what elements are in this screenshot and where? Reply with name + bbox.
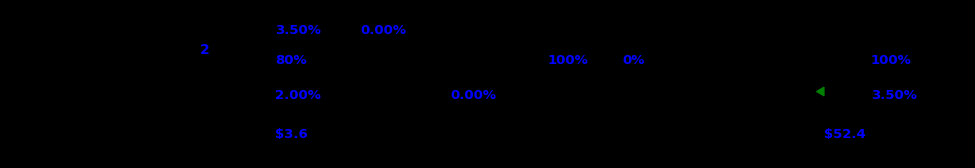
Text: 3.50%: 3.50% [275,24,321,37]
Text: 0%: 0% [622,54,644,67]
Text: 80%: 80% [275,54,306,67]
Text: $52.4: $52.4 [824,128,866,141]
Text: 100%: 100% [548,54,589,67]
Text: 2.00%: 2.00% [275,89,321,102]
Text: 100%: 100% [871,54,912,67]
Text: $3.6: $3.6 [275,128,308,141]
Text: 2: 2 [200,43,210,57]
Text: 0.00%: 0.00% [450,89,496,102]
Text: 0.00%: 0.00% [361,24,407,37]
Text: 3.50%: 3.50% [871,89,916,102]
